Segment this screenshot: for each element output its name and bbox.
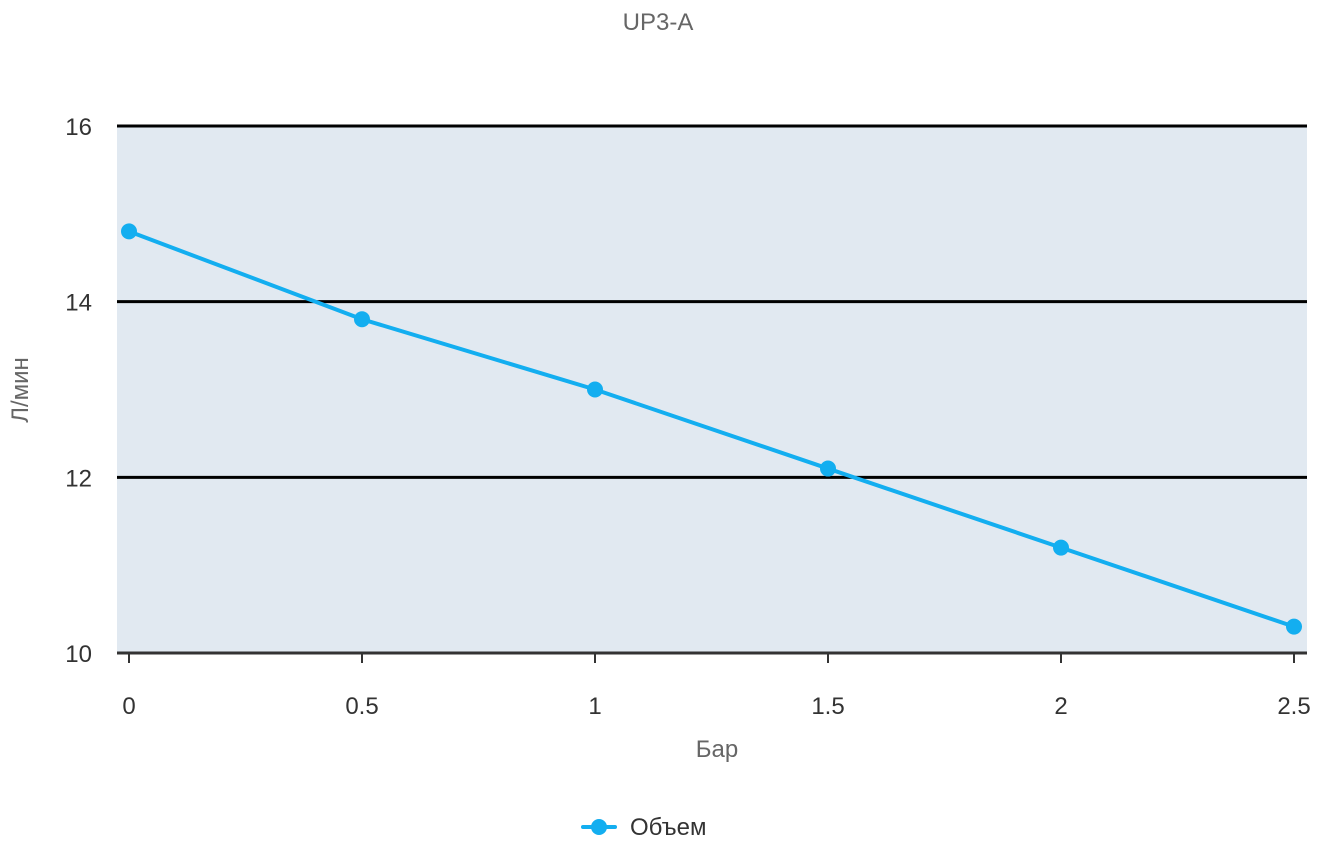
y-tick-label: 10 bbox=[65, 641, 92, 668]
legend-marker-icon bbox=[591, 819, 607, 835]
data-point[interactable] bbox=[820, 460, 836, 477]
data-point[interactable] bbox=[1286, 618, 1302, 635]
y-axis-ticks: 10 12 14 16 bbox=[65, 114, 92, 668]
data-point[interactable] bbox=[354, 311, 370, 328]
data-point[interactable] bbox=[121, 223, 137, 240]
y-tick-label: 16 bbox=[65, 114, 92, 141]
data-point[interactable] bbox=[1053, 539, 1069, 556]
x-tick-label: 2 bbox=[1054, 693, 1067, 720]
data-point[interactable] bbox=[587, 381, 603, 398]
x-tick-label: 0.5 bbox=[345, 693, 378, 720]
y-tick-label: 14 bbox=[65, 290, 92, 317]
x-axis-ticks: 0 0.5 1 1.5 2 2.5 bbox=[122, 653, 1311, 720]
y-tick-label: 12 bbox=[65, 465, 92, 492]
legend[interactable]: Объем bbox=[581, 814, 706, 841]
y-axis-label: Л/мин bbox=[7, 357, 34, 423]
x-tick-label: 1.5 bbox=[811, 693, 844, 720]
series-line bbox=[128, 229, 1295, 629]
x-tick-label: 1 bbox=[588, 693, 601, 720]
x-tick-label: 2.5 bbox=[1277, 693, 1310, 720]
plot-area-background bbox=[117, 126, 1307, 653]
legend-label: Объем bbox=[630, 814, 706, 841]
x-axis-label: Бар bbox=[696, 736, 738, 763]
x-tick-label: 0 bbox=[122, 693, 135, 720]
chart-title: UP3-A bbox=[623, 9, 694, 36]
series-layer bbox=[121, 223, 1302, 635]
